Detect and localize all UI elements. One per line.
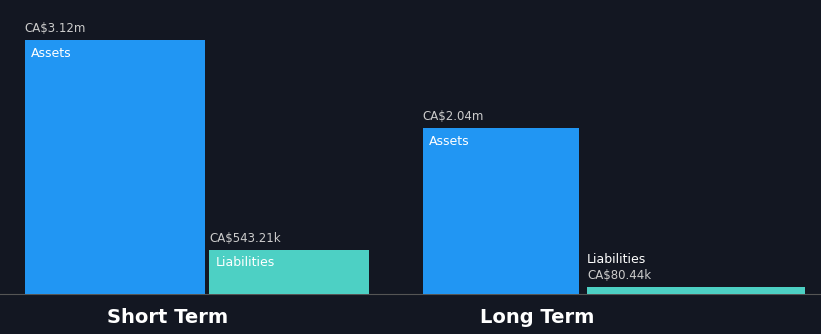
- Text: Assets: Assets: [31, 47, 71, 60]
- Text: Long Term: Long Term: [480, 308, 594, 327]
- Text: Liabilities: Liabilities: [587, 253, 646, 266]
- FancyBboxPatch shape: [209, 250, 369, 294]
- Text: CA$3.12m: CA$3.12m: [25, 22, 86, 35]
- Text: Assets: Assets: [429, 135, 470, 148]
- Text: Liabilities: Liabilities: [216, 257, 275, 270]
- FancyBboxPatch shape: [587, 287, 805, 294]
- Text: CA$80.44k: CA$80.44k: [587, 269, 651, 282]
- Text: Short Term: Short Term: [107, 308, 228, 327]
- Text: CA$543.21k: CA$543.21k: [209, 232, 281, 245]
- FancyBboxPatch shape: [423, 128, 579, 294]
- Text: CA$2.04m: CA$2.04m: [423, 110, 484, 123]
- FancyBboxPatch shape: [25, 40, 205, 294]
